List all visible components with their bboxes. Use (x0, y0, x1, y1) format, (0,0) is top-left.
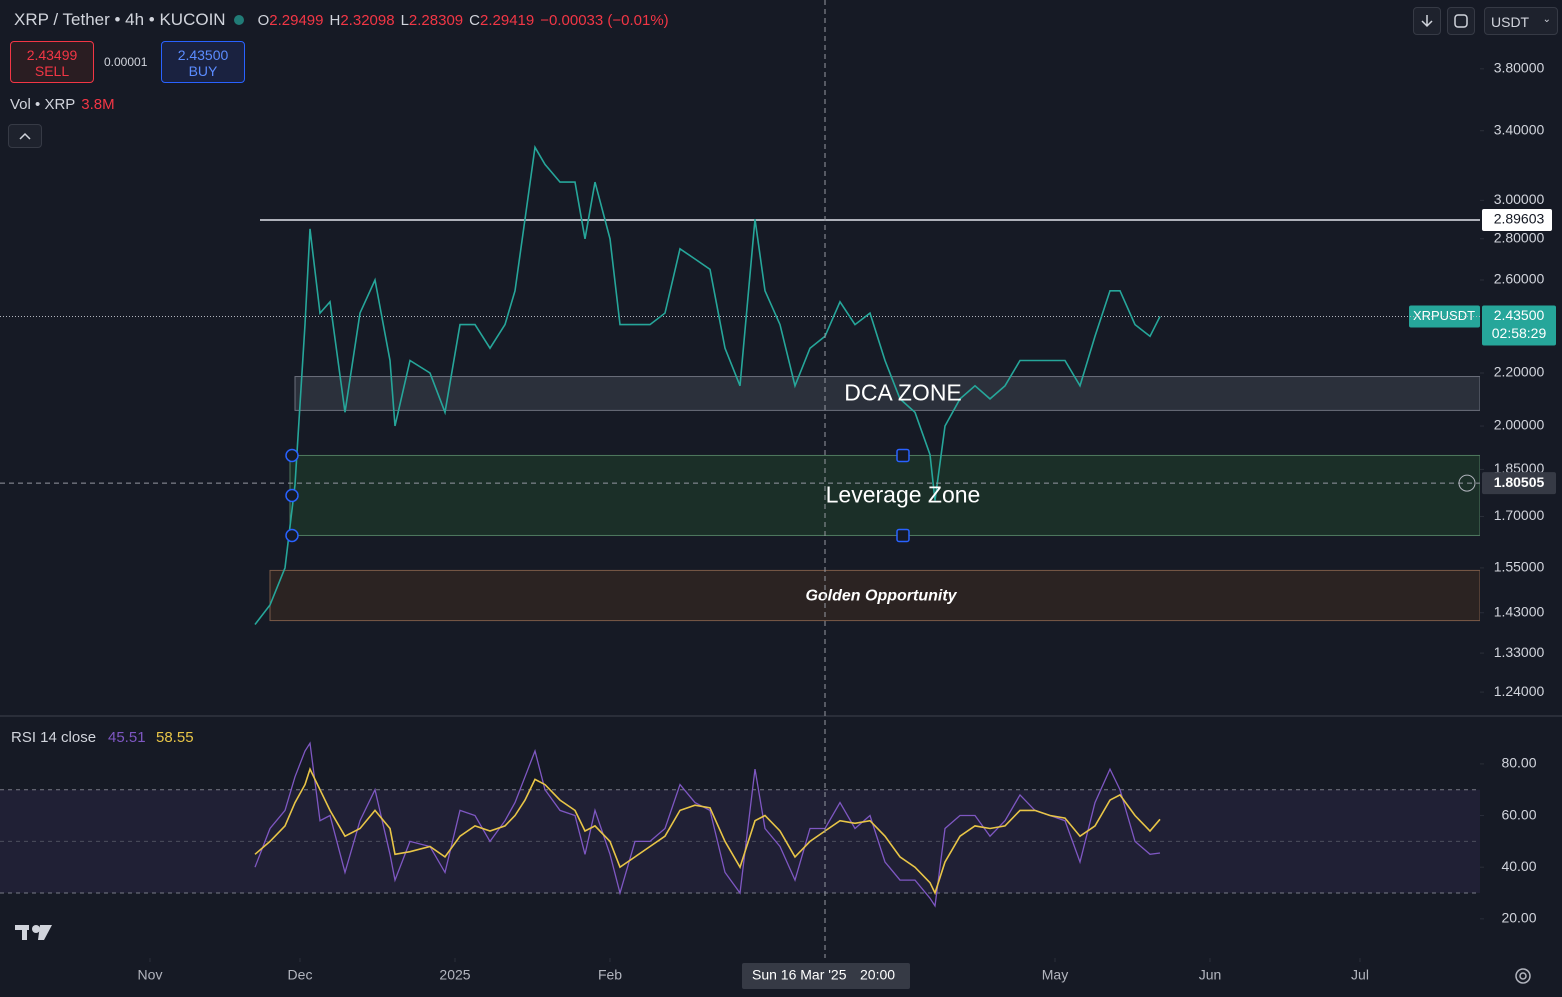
spread: 0.00001 (104, 55, 148, 69)
tradingview-logo (15, 925, 52, 940)
crosshair-value-label: 1.80505 (1494, 474, 1545, 490)
ohlc-key: O (257, 11, 270, 29)
zone-label: DCA ZONE (844, 380, 962, 406)
symbol-title: XRP / Tether • 4h • KUCOIN (14, 10, 226, 29)
y-tick-label: 1.33000 (1494, 644, 1545, 660)
y-tick-label: 1.43000 (1494, 603, 1545, 619)
collapse-button[interactable] (8, 124, 42, 148)
ohlc-value: 2.28309 (408, 11, 464, 29)
ohlc-key: H (329, 11, 341, 29)
crosshair-date-label: Sun 16 Mar '25 (752, 967, 847, 983)
y-tick-label: 3.00000 (1494, 191, 1545, 207)
rsi-value: 45.51 (108, 729, 146, 746)
rsi-pane (0, 741, 1480, 908)
crosshair-tag (1482, 472, 1556, 495)
refresh-button[interactable] (1447, 7, 1475, 35)
y-tick-label: 1.55000 (1494, 559, 1545, 575)
price-pane (0, 144, 1480, 625)
last-price-label: 2.43500 (1494, 307, 1545, 323)
change: −0.00033 (−0.01%) (540, 11, 669, 29)
symbol-tag-label: XRPUSDT (1413, 308, 1475, 323)
axes: 3.80000 3.40000 3.00000 2.80000 2.60000 2.200… (138, 60, 1556, 983)
zone-handle (285, 448, 299, 463)
rsi-ma-line (254, 766, 1161, 896)
ohlc-value: 2.29499 (269, 11, 324, 29)
countdown: 02:58:29 (1492, 325, 1547, 341)
y-tick-label: 3.40000 (1494, 121, 1545, 137)
buy-label: BUY (188, 63, 218, 79)
y-tick-label: 1.24000 (1494, 683, 1545, 699)
price-line (254, 144, 1161, 625)
zone-handle (896, 448, 910, 463)
ohlc-value: 2.29419 (480, 11, 535, 29)
y-tick-label: 2.00000 (1494, 417, 1545, 433)
currency: USDT (1491, 14, 1530, 30)
buy-price: 2.43500 (177, 47, 229, 63)
x-tick-label: Dec (288, 967, 313, 983)
x-tick-label: Nov (138, 967, 163, 983)
volume-label: Vol • XRP (10, 96, 76, 113)
y-tick-label: 60.00 (1501, 806, 1536, 822)
x-tick-label: 2025 (439, 967, 470, 983)
rsi-ma-value: 58.55 (156, 729, 194, 746)
x-tick-label: Jul (1351, 967, 1369, 983)
ohlc-value: 2.32098 (340, 11, 395, 29)
x-tick-label: Feb (598, 967, 622, 983)
x-tick-label: Jun (1199, 967, 1222, 983)
last-price-tag (1482, 305, 1556, 346)
y-tick-label: 40.00 (1501, 858, 1536, 874)
y-tick-label: 2.80000 (1494, 229, 1545, 245)
zone-handle (896, 528, 910, 543)
status-dot (233, 15, 244, 25)
zone (289, 454, 1480, 536)
rsi-line (254, 741, 1161, 908)
y-tick-label: 2.20000 (1494, 364, 1545, 380)
zone (294, 376, 1480, 411)
zone-handle (285, 528, 299, 543)
y-tick-label: 80.00 (1501, 755, 1536, 771)
currency-select[interactable]: USDT ⌄ (1484, 7, 1558, 35)
zone (269, 569, 1480, 622)
sell-label: SELL (34, 63, 70, 79)
rsi-title: RSI 14 close (11, 729, 96, 746)
symbol-tag (1409, 305, 1480, 328)
y-tick-label: 2.60000 (1494, 271, 1545, 287)
symbol-header: XRP / Tether • 4h • KUCOIN O2.29499 H2.32… (14, 10, 669, 30)
level-label: 2.89603 (1494, 211, 1545, 227)
ohlc: O2.29499 H2.32098 L2.28309 C2.29419 −0.00033… (252, 12, 669, 29)
sell-button[interactable]: 2.43499 SELL (10, 41, 94, 83)
volume-value: 3.8M (81, 96, 115, 113)
sell-price: 2.43499 (26, 47, 78, 63)
crosshair-time-label: 20:00 (860, 967, 895, 983)
buy-button[interactable]: 2.43500 BUY (161, 41, 245, 83)
crosshair-date-tag (742, 963, 910, 989)
download-button[interactable] (1413, 7, 1441, 35)
zone-handle (285, 488, 299, 503)
level-tag (1482, 208, 1552, 231)
overlay: DCA ZONE Leverage Zone Golden Opportunity R… (0, 0, 1480, 989)
ohlc-key: C (469, 11, 480, 29)
zone-label: Golden Opportunity (805, 588, 957, 605)
volume-legend: Vol • XRP 3.8M (10, 96, 115, 113)
x-tick-label: May (1042, 967, 1068, 983)
y-tick-label: 3.80000 (1494, 60, 1545, 76)
zone-label: Leverage Zone (826, 482, 981, 508)
y-tick-label: 1.70000 (1494, 507, 1545, 523)
ohlc-key: L (400, 11, 409, 29)
add-alert-icon (1458, 474, 1476, 492)
y-tick-label: 20.00 (1501, 910, 1536, 926)
settings-icon[interactable] (1515, 968, 1531, 984)
